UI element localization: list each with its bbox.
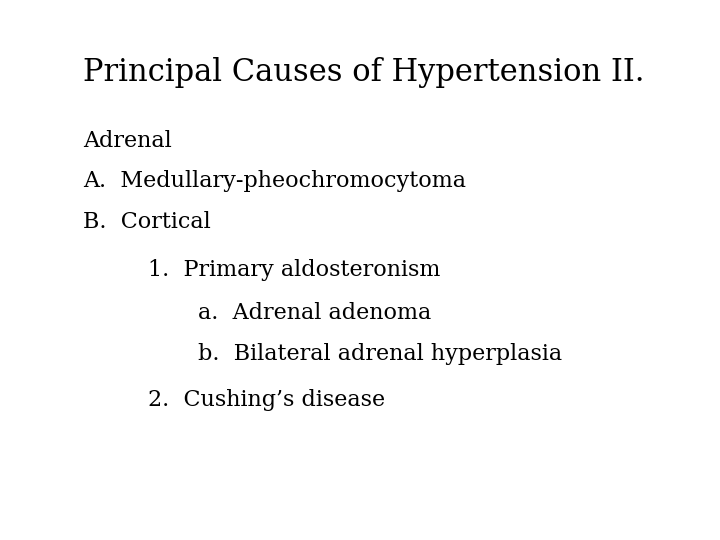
Text: B.  Cortical: B. Cortical bbox=[83, 211, 210, 233]
Text: A.  Medullary-pheochromocytoma: A. Medullary-pheochromocytoma bbox=[83, 170, 466, 192]
Text: Principal Causes of Hypertension II.: Principal Causes of Hypertension II. bbox=[83, 57, 644, 87]
Text: Adrenal: Adrenal bbox=[83, 130, 171, 152]
Text: 2.  Cushing’s disease: 2. Cushing’s disease bbox=[148, 389, 384, 411]
Text: b.  Bilateral adrenal hyperplasia: b. Bilateral adrenal hyperplasia bbox=[198, 343, 562, 365]
Text: 1.  Primary aldosteronism: 1. Primary aldosteronism bbox=[148, 259, 440, 281]
Text: a.  Adrenal adenoma: a. Adrenal adenoma bbox=[198, 302, 431, 325]
